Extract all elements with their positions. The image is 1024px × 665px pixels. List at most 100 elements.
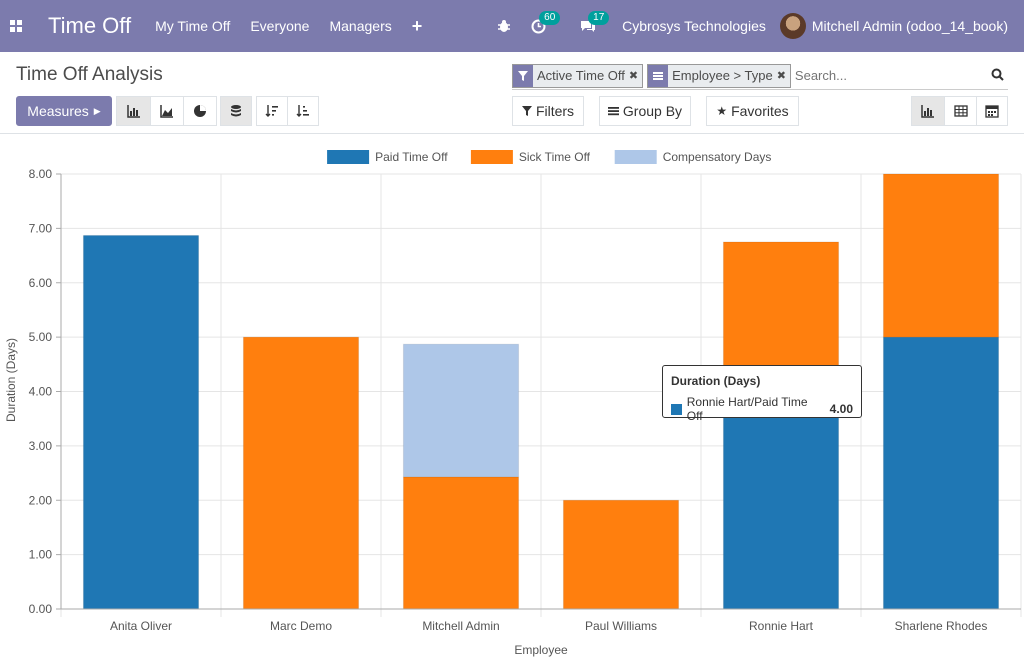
facet-active-time-off: Active Time Off ✖ [512, 63, 644, 88]
tooltip-value: 4.00 [829, 402, 853, 416]
group-by-icon [648, 64, 669, 87]
x-tick-label: Marc Demo [270, 619, 332, 633]
chart-tooltip: Duration (Days) Ronnie Hart/Paid Time Of… [662, 365, 862, 423]
remove-facet-icon[interactable]: ✖ [628, 70, 639, 82]
filters-label: Filters [535, 103, 575, 119]
sort-descending-icon [265, 105, 278, 117]
tooltip-swatch [671, 403, 682, 415]
bar-chart: Paid Time Off Sick Time Off Compensatory D… [4, 150, 1022, 657]
x-axis-label: Employee [514, 643, 568, 657]
bar-segment[interactable] [882, 173, 1000, 338]
remove-facet-icon[interactable]: ✖ [776, 70, 786, 82]
app-title[interactable]: Time Off [48, 13, 132, 38]
bar-chart-icon [126, 105, 140, 118]
bar-chart-button[interactable] [116, 96, 151, 126]
y-tick-label: 7.00 [29, 221, 53, 235]
bar-segment[interactable] [402, 343, 520, 478]
activity-clock-icon[interactable]: 60 [521, 10, 561, 34]
legend-swatch[interactable] [614, 150, 657, 164]
caret-right-icon: ▶ [93, 105, 101, 116]
table-icon [953, 105, 968, 117]
menu-everyone[interactable]: Everyone [250, 18, 310, 34]
legend-label[interactable]: Paid Time Off [375, 150, 448, 164]
filters-button[interactable]: Filters [512, 96, 584, 126]
y-tick-label: 2.00 [29, 493, 53, 507]
bar-chart-icon [921, 105, 934, 118]
page-title: Time Off Analysis [16, 64, 163, 85]
stacked-toggle-button[interactable] [220, 96, 252, 126]
menu-my-time-off[interactable]: My Time Off [155, 18, 231, 34]
sort-ascending-icon [296, 105, 309, 117]
filter-icon [513, 64, 533, 87]
legend-label[interactable]: Compensatory Days [663, 150, 772, 164]
x-tick-label: Anita Oliver [110, 619, 172, 633]
filter-icon [521, 106, 532, 116]
calendar-view-button[interactable] [976, 96, 1008, 126]
y-tick-label: 4.00 [29, 385, 53, 399]
chart-grid [60, 173, 1022, 617]
user-menu[interactable]: Mitchell Admin (odoo_14_book) [779, 13, 1024, 39]
x-tick-label: Sharlene Rhodes [895, 619, 988, 633]
y-tick-label: 8.00 [29, 167, 53, 181]
legend-swatch[interactable] [470, 150, 513, 164]
line-chart-button[interactable] [150, 96, 184, 126]
x-tick-label: Paul Williams [585, 619, 657, 633]
legend-label[interactable]: Sick Time Off [519, 150, 591, 164]
apps-menu-icon[interactable] [0, 0, 32, 52]
pie-chart-button[interactable] [183, 96, 217, 126]
pivot-view-button[interactable] [944, 96, 977, 126]
bar-segment[interactable] [242, 336, 360, 610]
legend-swatch[interactable] [327, 150, 370, 164]
menu-managers[interactable]: Managers [329, 18, 392, 34]
y-axis-label: Duration (Days) [4, 338, 18, 422]
x-tick-label: Mitchell Admin [422, 619, 499, 633]
facet-label: Employee > Type [672, 68, 773, 83]
area-chart-icon [160, 105, 173, 118]
y-tick-label: 0.00 [29, 602, 53, 616]
graph-view: Paid Time Off Sick Time Off Compensatory D… [0, 135, 1024, 662]
facet-group-by: Employee > Type ✖ [647, 63, 791, 88]
chart-axes: 0.00 1.00 2.00 3.00 4.00 5.00 6.00 7.00 8.00 Anit… [29, 167, 1021, 633]
bar-segment[interactable] [882, 336, 1000, 610]
y-tick-label: 1.00 [29, 548, 53, 562]
company-switcher[interactable]: Cybrosys Technologies [622, 18, 766, 34]
top-navbar: Time Off My Time Off Everyone Managers +… [0, 0, 1024, 52]
message-count-badge: 17 [588, 11, 610, 25]
search-input[interactable] [794, 63, 986, 88]
activity-count-badge: 60 [539, 10, 561, 25]
facet-label: Active Time Off [537, 68, 625, 83]
bar-segment[interactable] [402, 476, 520, 610]
search-icon[interactable] [986, 68, 1008, 84]
control-panel: Time Off Analysis Active Time Off ✖ Empl… [0, 52, 1024, 134]
favorites-label: Favorites [731, 103, 789, 119]
star-icon: ★ [716, 104, 728, 118]
tooltip-label: Ronnie Hart/Paid Time Off [686, 395, 808, 423]
calendar-icon [985, 105, 999, 118]
favorites-button[interactable]: ★ Favorites [706, 96, 799, 126]
measures-label: Measures [27, 103, 89, 119]
chart-legend: Paid Time Off Sick Time Off Compensatory D… [327, 150, 771, 164]
avatar [779, 13, 806, 39]
bars-icon [607, 107, 619, 116]
chart-bars [82, 173, 1000, 610]
plus-icon[interactable]: + [411, 15, 423, 36]
sort-ascending-button[interactable] [287, 96, 319, 126]
bar-segment[interactable] [722, 391, 840, 610]
group-by-button[interactable]: Group By [599, 96, 691, 126]
bar-segment[interactable] [562, 499, 680, 610]
bar-segment[interactable] [82, 234, 200, 610]
sort-descending-button[interactable] [256, 96, 288, 126]
graph-view-button[interactable] [911, 96, 945, 126]
y-tick-label: 6.00 [29, 276, 53, 290]
y-tick-label: 5.00 [29, 330, 53, 344]
group-by-label: Group By [622, 103, 683, 119]
messages-icon[interactable]: 17 [570, 11, 610, 33]
y-tick-label: 3.00 [29, 439, 53, 453]
x-tick-label: Ronnie Hart [749, 619, 814, 633]
navbar-systray: 60 17 Cybrosys Technologies Mitchell Adm… [487, 0, 1024, 52]
tooltip-title: Duration (Days) [671, 374, 761, 388]
measures-button[interactable]: Measures ▶ [16, 96, 112, 126]
database-icon [231, 105, 241, 117]
bug-icon[interactable] [487, 19, 521, 33]
pie-chart-icon [194, 105, 206, 117]
